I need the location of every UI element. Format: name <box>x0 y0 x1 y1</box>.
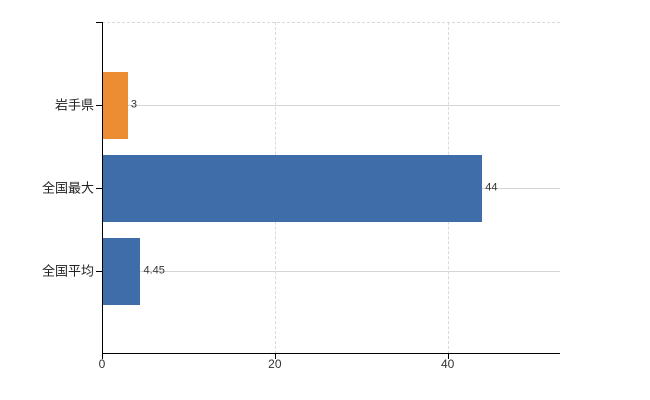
bar <box>102 71 128 139</box>
bar <box>102 154 483 222</box>
bar-value-label: 3 <box>130 98 138 111</box>
x-tick-label: 0 <box>98 357 106 371</box>
y-axis-tick <box>96 270 102 272</box>
x-tick-label: 40 <box>440 357 455 371</box>
y-axis-tick <box>96 187 102 189</box>
x-axis-tick <box>274 354 276 359</box>
horizontal-gridline <box>102 104 560 106</box>
category-label: 全国平均 <box>41 263 94 279</box>
bar <box>102 237 141 305</box>
category-label: 全国最大 <box>41 180 94 196</box>
y-axis-tick <box>96 104 102 106</box>
category-label: 岩手県 <box>54 97 94 113</box>
plot-top-border <box>102 22 560 23</box>
y-axis-line <box>102 22 103 354</box>
horizontal-gridline <box>102 270 560 272</box>
plot-area: 3 44 4.45 <box>96 22 560 359</box>
x-tick-label: 20 <box>268 357 282 371</box>
y-axis-tick <box>96 22 102 23</box>
x-axis-tick <box>102 354 103 359</box>
x-axis-line <box>102 353 560 354</box>
x-axis-tick <box>447 354 449 359</box>
bar-value-label: 4.45 <box>143 264 165 277</box>
bar-value-label: 44 <box>485 181 498 194</box>
